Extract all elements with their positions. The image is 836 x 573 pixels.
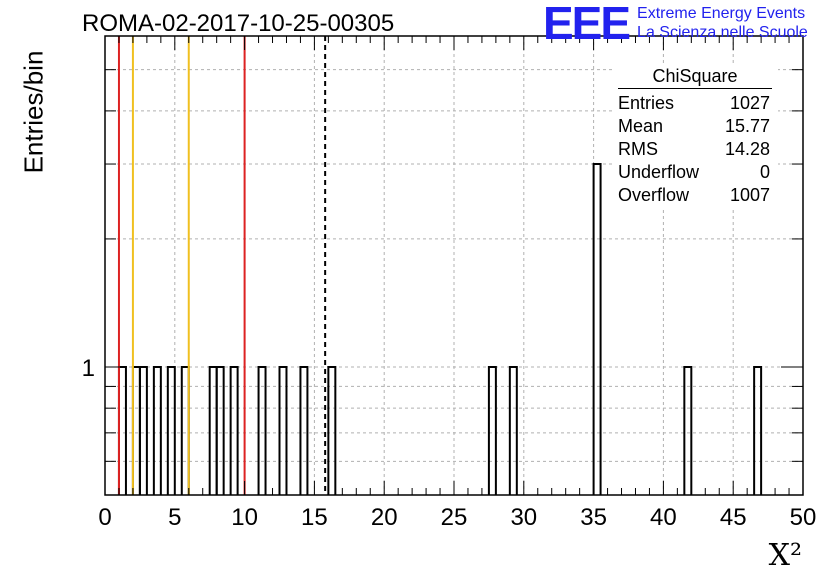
x-tick-label: 10 — [231, 504, 258, 531]
stats-row-underflow: Underflow 0 — [612, 161, 778, 184]
x-tick-label: 25 — [441, 504, 468, 531]
stats-value: 14.28 — [724, 139, 770, 159]
eee-logo: EEE Extreme Energy Events La Scienza nel… — [543, 0, 808, 49]
x-tick-label: 20 — [371, 504, 398, 531]
stats-row-mean: Mean 15.77 — [612, 115, 778, 138]
stats-label: RMS — [618, 139, 658, 159]
histogram-bar — [278, 365, 288, 495]
y-axis-label: Entries/bin — [18, 50, 49, 174]
y-tick-label: 1 — [82, 355, 95, 382]
histogram-bar — [753, 365, 763, 495]
x-tick-label: 0 — [98, 504, 111, 531]
x-axis-label: X² — [768, 538, 802, 573]
histogram-bar — [166, 365, 176, 495]
x-tick-label: 15 — [301, 504, 328, 531]
stats-box: ChiSquare Entries 1027 Mean 15.77 RMS 14… — [612, 66, 778, 207]
histogram-bar — [487, 365, 497, 495]
x-tick-label: 40 — [650, 504, 677, 531]
logo-line-1: Extreme Energy Events — [637, 5, 806, 22]
histogram-bar — [327, 365, 337, 495]
x-axis-ticks: 0 5 10 15 20 25 30 35 40 45 50 — [98, 36, 816, 531]
x-tick-label: 45 — [720, 504, 747, 531]
x-tick-label: 35 — [580, 504, 607, 531]
stats-label: Underflow — [618, 162, 700, 182]
histogram-bar — [215, 365, 225, 495]
stats-value: 15.77 — [724, 116, 770, 136]
stats-label: Entries — [618, 93, 675, 113]
stats-value: 1027 — [729, 93, 770, 113]
histogram-bar — [229, 365, 239, 495]
stats-label: Overflow — [618, 185, 690, 205]
x-tick-label: 50 — [790, 504, 817, 531]
x-tick-label: 30 — [510, 504, 537, 531]
marker-lines — [117, 36, 327, 495]
histogram-bars — [117, 163, 763, 495]
eee-logo-mark: EEE — [543, 0, 631, 49]
stats-row-entries: Entries 1027 — [612, 92, 778, 115]
histogram-bar — [299, 365, 309, 495]
histogram-bar — [508, 365, 518, 495]
histogram-bar — [257, 365, 267, 495]
stats-row-overflow: Overflow 1007 — [612, 184, 778, 207]
eee-logo-text: Extreme Energy Events La Scienza nelle S… — [637, 4, 808, 42]
histogram-bar — [592, 163, 602, 495]
y-axis-ticks: 1 — [82, 69, 803, 462]
stats-label: Mean — [618, 116, 664, 136]
logo-line-2: La Scienza nelle Scuole — [637, 24, 808, 41]
histogram-bar — [683, 365, 693, 495]
histogram-bar — [152, 365, 162, 495]
stats-row-rms: RMS 14.28 — [612, 138, 778, 161]
histogram-bar — [138, 365, 148, 495]
stats-value: 0 — [759, 162, 770, 182]
stats-title: ChiSquare — [618, 66, 772, 89]
x-tick-label: 5 — [168, 504, 181, 531]
stats-value: 1007 — [729, 185, 770, 205]
chart-title: ROMA-02-2017-10-25-00305 — [82, 10, 395, 37]
